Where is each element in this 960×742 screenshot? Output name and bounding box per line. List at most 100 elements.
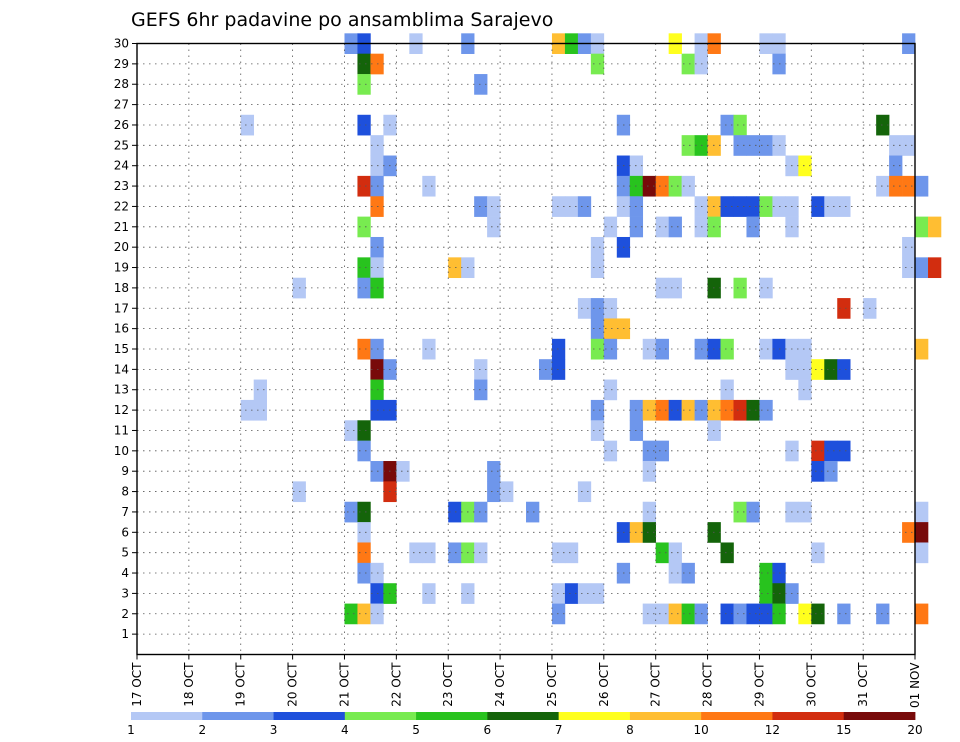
cell <box>357 257 371 279</box>
cell <box>720 603 734 625</box>
x-tick-label: 26 OCT <box>597 662 611 707</box>
colorbar-label: 6 <box>484 723 492 737</box>
cell <box>603 298 618 319</box>
cell <box>500 481 514 503</box>
cell <box>798 338 812 360</box>
cell <box>655 542 669 564</box>
cell <box>733 277 747 299</box>
y-tick-label: 21 <box>114 220 129 234</box>
cell <box>824 196 838 217</box>
cell <box>396 461 410 482</box>
cell <box>759 196 773 217</box>
cell <box>837 440 851 462</box>
cell <box>668 562 682 584</box>
cell <box>668 175 682 197</box>
x-tick-label: 22 OCT <box>389 662 403 707</box>
x-tick-label: 27 OCT <box>649 662 663 707</box>
cell <box>824 440 838 462</box>
cell <box>668 277 682 299</box>
cell <box>590 318 605 340</box>
cell <box>642 501 656 523</box>
cell <box>642 461 656 482</box>
y-tick-label: 8 <box>121 485 129 499</box>
colorbar-label: 15 <box>836 723 851 737</box>
y-tick-label: 24 <box>114 159 129 173</box>
x-tick-label: 23 OCT <box>441 662 455 707</box>
cell <box>720 542 734 564</box>
cell <box>759 399 773 421</box>
cell <box>681 135 695 156</box>
x-tick-label: 19 OCT <box>234 662 248 707</box>
cell <box>551 583 566 604</box>
colorbar-swatch <box>202 712 274 720</box>
x-tick-label: 30 OCT <box>804 662 818 707</box>
cell <box>746 501 760 523</box>
cell <box>876 603 890 625</box>
cell <box>642 399 656 421</box>
y-tick-label: 13 <box>114 383 129 397</box>
cell <box>681 603 695 625</box>
colorbar-swatch <box>273 712 346 720</box>
y-tick-label: 16 <box>114 322 129 336</box>
cell <box>422 542 436 564</box>
y-tick-label: 2 <box>121 607 129 621</box>
colorbar: 1 2 3 4 5 6 7 8 10 12 15 20 <box>127 712 923 737</box>
cell <box>240 399 255 421</box>
cell <box>642 522 656 543</box>
cell <box>915 175 929 197</box>
cell <box>798 379 812 401</box>
cell <box>655 216 669 238</box>
cell <box>928 216 942 238</box>
cell <box>603 440 618 462</box>
x-tick-label: 20 OCT <box>286 662 300 707</box>
y-tick-label: 4 <box>121 566 129 580</box>
cell <box>889 175 903 197</box>
colorbar-label: 20 <box>907 723 922 737</box>
chart-title: GEFS 6hr padavine po ansamblima Sarajevo <box>131 9 553 31</box>
cell <box>811 196 825 217</box>
cell <box>837 298 851 319</box>
y-tick-label: 30 <box>114 37 129 51</box>
cell <box>487 196 501 217</box>
x-tick-label: 29 OCT <box>752 662 766 707</box>
cell <box>733 399 747 421</box>
cell <box>668 399 682 421</box>
cell <box>746 196 760 217</box>
cell <box>357 216 371 238</box>
cell <box>590 399 605 421</box>
cell <box>668 216 682 238</box>
colorbar-swatch <box>772 712 845 720</box>
cell <box>876 175 890 197</box>
cell <box>577 298 592 319</box>
cell <box>811 542 825 564</box>
cell <box>733 114 747 136</box>
y-tick-label: 5 <box>121 546 129 560</box>
dotted-grid <box>137 43 915 655</box>
cell <box>811 603 825 625</box>
cell <box>668 542 682 564</box>
cell <box>474 359 488 380</box>
cell <box>551 542 566 564</box>
cell <box>915 216 929 238</box>
cell <box>720 399 734 421</box>
cell <box>253 399 267 421</box>
cell <box>253 379 267 401</box>
cell <box>824 461 838 482</box>
cell <box>590 257 605 279</box>
cell <box>357 501 371 523</box>
cell <box>422 338 436 360</box>
y-tick-label: 23 <box>114 179 129 193</box>
y-tick-label: 7 <box>121 505 129 519</box>
colorbar-label: 12 <box>765 723 780 737</box>
colorbar-label: 5 <box>412 723 420 737</box>
x-tick-label: 31 OCT <box>856 662 870 707</box>
cell <box>448 501 462 523</box>
cell <box>551 603 566 625</box>
cell <box>915 522 929 543</box>
colorbar-label: 2 <box>198 723 206 737</box>
cell <box>487 216 501 238</box>
cell <box>603 216 618 238</box>
cell <box>759 583 773 604</box>
cell <box>655 277 669 299</box>
cell <box>746 399 760 421</box>
